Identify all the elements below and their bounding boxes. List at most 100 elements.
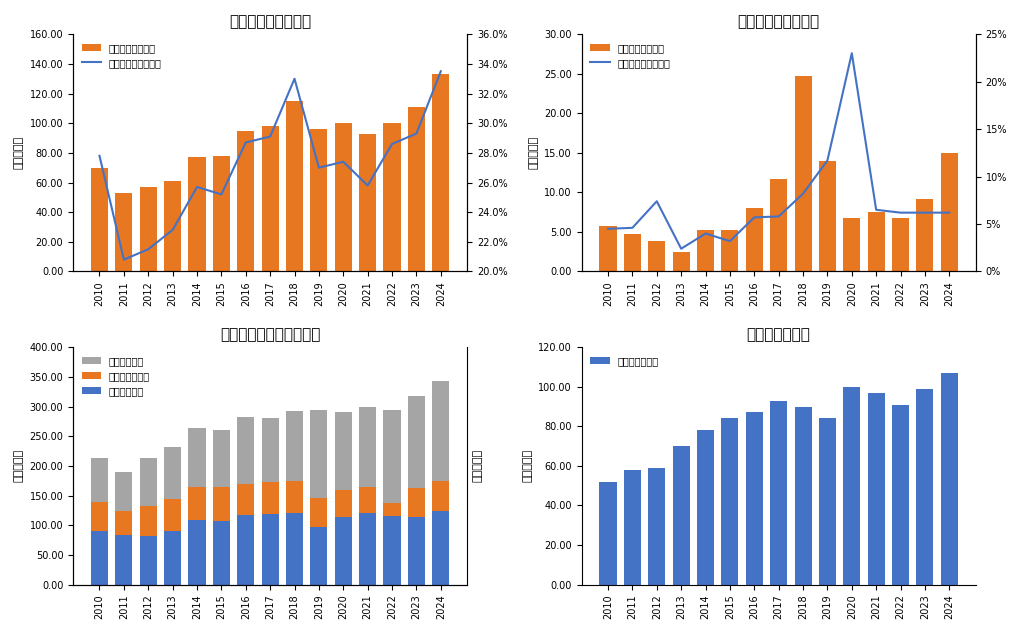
Bar <box>407 488 425 518</box>
Bar <box>286 481 303 513</box>
Bar <box>261 418 279 482</box>
Bar <box>261 126 279 272</box>
Bar <box>794 76 812 272</box>
Bar <box>673 252 690 272</box>
Bar <box>384 123 400 272</box>
Line: 美国大豆库存消费比: 美国大豆库存消费比 <box>609 53 950 249</box>
美国大豆库存消费比 <box>943 209 956 216</box>
Title: 美国大豆库存消费比: 美国大豆库存消费比 <box>737 14 820 29</box>
全球大豆库存消费比 <box>93 152 105 160</box>
全球大豆库存消费比 <box>264 133 277 141</box>
Bar <box>599 482 617 584</box>
Bar <box>91 502 108 531</box>
Bar <box>648 468 666 584</box>
Bar <box>384 503 400 516</box>
Bar <box>189 520 205 584</box>
Title: 中国大豆进口量: 中国大豆进口量 <box>746 327 811 342</box>
Bar <box>115 511 133 535</box>
Title: 美国巴西阿根廷大豆产量: 美国巴西阿根廷大豆产量 <box>220 327 321 342</box>
Bar <box>819 161 836 272</box>
Bar <box>917 199 933 272</box>
全球大豆库存消费比 <box>435 68 447 75</box>
美国大豆库存消费比 <box>797 190 810 197</box>
Bar <box>237 515 254 584</box>
美国大豆库存消费比 <box>821 156 833 164</box>
全球大豆库存消费比 <box>386 140 398 147</box>
Y-axis label: 单位百万吨: 单位百万吨 <box>473 449 483 482</box>
Legend: 巴西大豆产量, 阿根廷大豆产量, 美国大豆产量: 巴西大豆产量, 阿根廷大豆产量, 美国大豆产量 <box>78 352 154 399</box>
Line: 全球大豆库存消费比: 全球大豆库存消费比 <box>99 72 441 260</box>
Bar <box>599 227 617 272</box>
Legend: 中国大豆进口量: 中国大豆进口量 <box>586 352 663 370</box>
美国大豆库存消费比 <box>724 237 736 245</box>
Bar <box>164 499 181 530</box>
Bar <box>212 430 230 487</box>
Y-axis label: 单位百万吨: 单位百万吨 <box>14 136 25 170</box>
Bar <box>843 218 861 272</box>
Bar <box>359 407 376 487</box>
Bar <box>91 458 108 502</box>
Bar <box>868 392 885 584</box>
Legend: 美国大豆期末库存, 美国大豆库存消费比: 美国大豆期末库存, 美国大豆库存消费比 <box>586 39 674 72</box>
Y-axis label: 单位百万吨: 单位百万吨 <box>523 449 533 482</box>
Bar <box>359 513 376 584</box>
Bar <box>770 179 787 272</box>
美国大豆库存消费比 <box>870 206 882 213</box>
全球大豆库存消费比 <box>191 183 203 191</box>
美国大豆库存消费比 <box>919 209 931 216</box>
全球大豆库存消费比 <box>215 191 228 198</box>
Bar <box>212 521 230 584</box>
Bar <box>164 447 181 499</box>
全球大豆库存消费比 <box>361 182 374 189</box>
Bar <box>310 410 328 498</box>
Bar <box>624 234 641 272</box>
Legend: 全球大豆期末库存, 全球大豆库存消费比: 全球大豆期末库存, 全球大豆库存消费比 <box>78 39 165 72</box>
Bar <box>794 406 812 584</box>
Bar <box>648 241 666 272</box>
Bar <box>91 531 108 584</box>
Bar <box>335 412 352 489</box>
Bar <box>892 218 909 272</box>
Bar <box>432 74 449 272</box>
美国大豆库存消费比 <box>602 225 615 232</box>
Bar <box>335 123 352 272</box>
Bar <box>237 417 254 484</box>
美国大豆库存消费比 <box>675 245 687 253</box>
Bar <box>189 158 205 272</box>
Y-axis label: 单位百万吨: 单位百万吨 <box>529 136 538 170</box>
Bar <box>189 428 205 487</box>
美国大豆库存消费比 <box>699 230 712 237</box>
Bar <box>892 404 909 584</box>
Bar <box>261 514 279 584</box>
Y-axis label: 单位百万吨: 单位百万吨 <box>14 449 23 482</box>
Bar <box>310 527 328 584</box>
Bar <box>432 381 449 481</box>
美国大豆库存消费比 <box>748 213 761 221</box>
Bar <box>432 481 449 511</box>
Bar <box>115 193 133 272</box>
Bar <box>189 487 205 520</box>
Title: 全球大豆库存消费比: 全球大豆库存消费比 <box>229 14 311 29</box>
Bar <box>310 129 328 272</box>
Bar <box>335 517 352 584</box>
Bar <box>940 153 958 272</box>
Bar <box>697 230 714 272</box>
Bar <box>624 470 641 584</box>
Bar <box>164 181 181 272</box>
Bar <box>745 208 763 272</box>
Bar <box>819 418 836 584</box>
Bar <box>164 530 181 584</box>
Bar <box>310 498 328 527</box>
Bar <box>407 107 425 272</box>
美国大豆库存消费比 <box>845 49 858 57</box>
全球大豆库存消费比 <box>288 75 300 82</box>
全球大豆库存消费比 <box>240 139 252 146</box>
Bar <box>115 472 133 511</box>
Bar <box>140 458 157 506</box>
Bar <box>407 518 425 584</box>
Bar <box>843 387 861 584</box>
Bar <box>286 513 303 584</box>
Bar <box>940 373 958 584</box>
Bar <box>335 489 352 517</box>
Bar <box>407 396 425 488</box>
